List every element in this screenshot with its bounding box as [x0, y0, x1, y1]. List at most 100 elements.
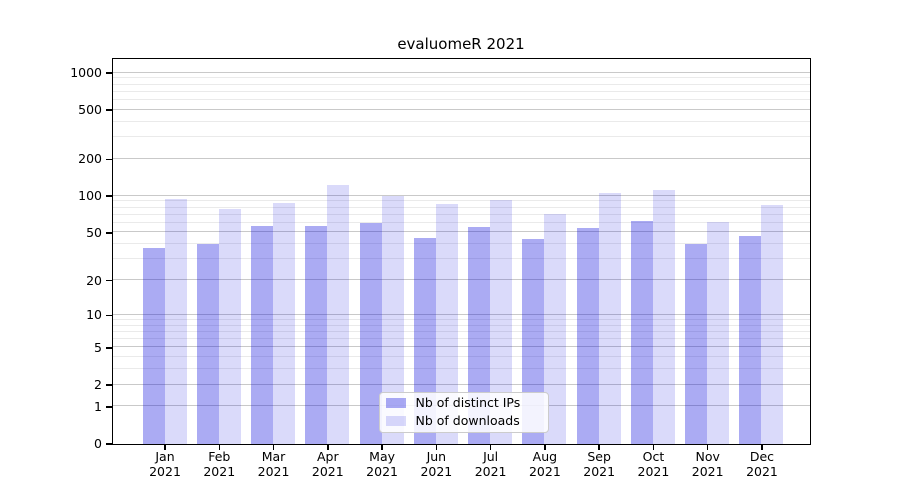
y-tick-mark-0: [106, 443, 113, 445]
y-tick-mark-500: [106, 109, 113, 111]
x-tick-label-sep: Sep 2021: [567, 449, 631, 479]
bar-nb-of-distinct-ips-oct: [630, 221, 653, 444]
gridline-minor: [112, 83, 810, 85]
x-tick-label-may: May 2021: [350, 449, 414, 479]
gridline-minor: [112, 200, 810, 202]
gridline-major: [112, 231, 810, 233]
x-tick-mark-mar: [272, 445, 275, 450]
bar-nb-of-distinct-ips-feb: [196, 244, 219, 444]
chart-title: evaluomeR 2021: [397, 35, 525, 53]
gridline-major: [112, 346, 810, 348]
gridline-minor: [112, 330, 810, 332]
x-label-month: Aug: [532, 449, 558, 464]
bar-nb-of-downloads-dec: [761, 204, 784, 444]
gridline-minor: [112, 136, 810, 138]
x-tick-mark-sep: [598, 445, 600, 450]
x-tick-mark-jun: [435, 445, 438, 450]
x-tick-mark-jul: [489, 445, 492, 450]
y-tick-mark-10: [106, 314, 113, 316]
gridline-minor: [112, 120, 810, 122]
bar-nb-of-distinct-ips-mar: [251, 226, 274, 444]
y-tick-mark-50: [106, 232, 113, 234]
x-tick-mark-apr: [327, 445, 329, 450]
y-tick-label-10: 10: [86, 307, 102, 323]
legend-swatch-distinct-ips: [385, 398, 406, 409]
x-tick-label-jul: Jul 2021: [459, 449, 523, 479]
x-tick-mark-aug: [544, 445, 546, 450]
plot-area: Nb of distinct IPs Nb of downloads: [111, 57, 811, 445]
x-label-year: 2021: [746, 464, 778, 479]
x-tick-label-mar: Mar 2021: [242, 449, 306, 479]
legend-swatch-downloads: [385, 415, 406, 426]
gridline-major: [112, 108, 810, 110]
gridline-major: [112, 383, 810, 385]
gridline-minor: [112, 368, 810, 370]
x-tick-mark-feb: [218, 445, 221, 450]
x-label-month: Jun: [426, 449, 447, 464]
bar-nb-of-distinct-ips-may: [359, 222, 382, 444]
bar-nb-of-downloads-feb: [218, 208, 241, 444]
x-tick-mark-jan: [164, 445, 166, 450]
x-label-month: Apr: [316, 449, 339, 464]
x-tick-mark-oct: [652, 445, 655, 450]
legend-item-distinct-ips: Nb of distinct IPs: [385, 395, 542, 413]
x-label-year: 2021: [257, 464, 290, 479]
y-tick-mark-20: [106, 279, 113, 282]
y-tick-mark-1: [106, 406, 113, 408]
bar-nb-of-downloads-aug: [544, 213, 567, 444]
bar-nb-of-distinct-ips-dec: [739, 235, 762, 444]
x-label-month: Feb: [208, 449, 231, 464]
y-tick-label-20: 20: [86, 272, 102, 288]
bar-nb-of-distinct-ips-sep: [576, 228, 599, 444]
x-label-month: Nov: [695, 449, 720, 464]
bar-nb-of-downloads-nov: [707, 221, 730, 444]
bar-nb-of-distinct-ips-nov: [685, 244, 708, 444]
x-label-year: 2021: [637, 464, 670, 479]
gridline-major: [112, 194, 810, 196]
gridline-minor: [112, 213, 810, 215]
y-tick-label-5: 5: [94, 339, 102, 355]
gridline-minor: [112, 318, 810, 320]
y-tick-mark-1000: [106, 72, 113, 74]
gridline-minor: [112, 243, 810, 245]
gridline-minor: [112, 258, 810, 260]
gridline-major: [112, 157, 810, 159]
y-tick-mark-100: [106, 195, 113, 197]
x-label-year: 2021: [149, 464, 181, 479]
y-tick-label-1: 1: [94, 398, 102, 414]
bar-nb-of-downloads-mar: [273, 202, 296, 444]
gridline-major: [112, 71, 810, 73]
y-tick-label-100: 100: [78, 188, 102, 204]
x-tick-label-jan: Jan 2021: [133, 449, 197, 479]
y-tick-mark-5: [106, 347, 113, 349]
x-tick-mark-may: [381, 445, 383, 450]
x-label-year: 2021: [691, 464, 724, 479]
bar-nb-of-downloads-jun: [435, 203, 458, 444]
x-tick-label-dec: Dec 2021: [730, 449, 794, 479]
x-label-month: Sep: [587, 449, 611, 464]
y-tick-label-2: 2: [94, 377, 102, 393]
y-tick-mark-200: [106, 158, 113, 161]
x-label-year: 2021: [203, 464, 236, 479]
gridline-minor: [112, 324, 810, 326]
legend-item-downloads: Nb of downloads: [385, 412, 542, 430]
gridline-major: [112, 279, 810, 281]
x-label-month: Dec: [749, 449, 775, 464]
x-label-month: Jan: [155, 449, 175, 464]
legend-label-downloads: Nb of downloads: [415, 412, 520, 428]
x-label-month: May: [369, 449, 395, 464]
legend: Nb of distinct IPs Nb of downloads: [378, 391, 549, 433]
x-label-year: 2021: [366, 464, 398, 479]
y-tick-label-0: 0: [94, 436, 102, 451]
bar-nb-of-downloads-sep: [598, 192, 621, 444]
x-label-year: 2021: [474, 464, 507, 479]
x-tick-label-oct: Oct 2021: [621, 449, 685, 479]
x-label-year: 2021: [528, 464, 561, 479]
bar-nb-of-distinct-ips-apr: [305, 225, 328, 444]
gridline-minor: [112, 77, 810, 79]
x-tick-mark-dec: [761, 445, 763, 450]
gridline-minor: [112, 356, 810, 358]
x-label-month: Mar: [261, 449, 286, 464]
y-tick-label-50: 50: [86, 224, 102, 240]
